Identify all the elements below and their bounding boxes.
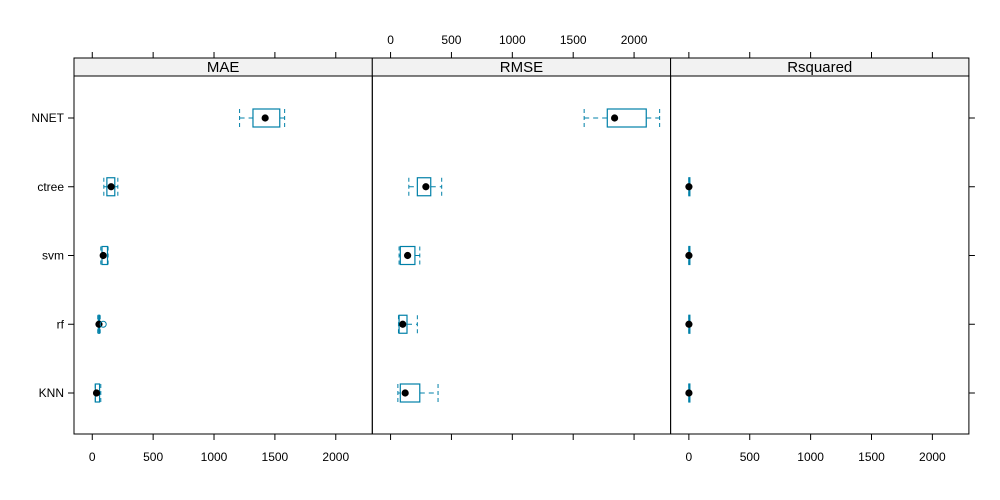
panel-strip-label: MAE xyxy=(207,59,240,76)
box-nnet xyxy=(606,108,647,128)
median-point xyxy=(610,114,619,122)
x-tick-label: 500 xyxy=(740,450,760,464)
x-tick-label: 0 xyxy=(686,450,693,464)
median-point xyxy=(422,183,430,191)
box-ctree xyxy=(416,177,432,197)
median-point xyxy=(261,114,269,122)
x-tick-label: 500 xyxy=(441,33,461,47)
y-tick-label: rf xyxy=(57,317,65,331)
x-tick-label: 2000 xyxy=(919,450,946,464)
x-tick-label: 1500 xyxy=(858,450,885,464)
y-tick-label: ctree xyxy=(37,180,64,194)
median-point xyxy=(685,320,693,328)
median-point xyxy=(399,320,407,328)
median-point xyxy=(685,183,693,191)
median-point xyxy=(99,251,107,260)
box-svm xyxy=(399,245,416,266)
y-tick-label: NNET xyxy=(31,111,64,125)
x-tick-label: 1500 xyxy=(560,33,587,47)
box-ctree xyxy=(106,177,116,197)
x-tick-label: 1000 xyxy=(499,33,526,47)
x-tick-label: 2000 xyxy=(621,33,648,47)
y-tick-label: KNN xyxy=(39,386,64,400)
x-tick-label: 1000 xyxy=(201,450,228,464)
panel-frame-rsquared xyxy=(670,75,970,435)
x-tick-label: 1500 xyxy=(262,450,289,464)
box-knn xyxy=(399,383,421,403)
x-tick-label: 500 xyxy=(143,450,163,464)
panel-strip-label: RMSE xyxy=(500,59,543,76)
median-point xyxy=(685,389,693,397)
median-point xyxy=(404,251,412,260)
median-point xyxy=(685,251,693,260)
x-tick-label: 1000 xyxy=(797,450,824,464)
x-tick-label: 0 xyxy=(89,450,96,464)
panel-frame-mae xyxy=(73,75,373,435)
box-nnet xyxy=(252,108,281,128)
median-point xyxy=(92,389,101,397)
x-tick-label: 0 xyxy=(387,33,394,47)
box-rf xyxy=(398,314,408,334)
median-point xyxy=(107,183,115,191)
y-tick-label: svm xyxy=(42,249,64,263)
median-point xyxy=(401,389,409,397)
x-tick-label: 2000 xyxy=(322,450,349,464)
outlier-point xyxy=(99,320,107,328)
panel-strip-label: Rsquared xyxy=(787,59,852,76)
